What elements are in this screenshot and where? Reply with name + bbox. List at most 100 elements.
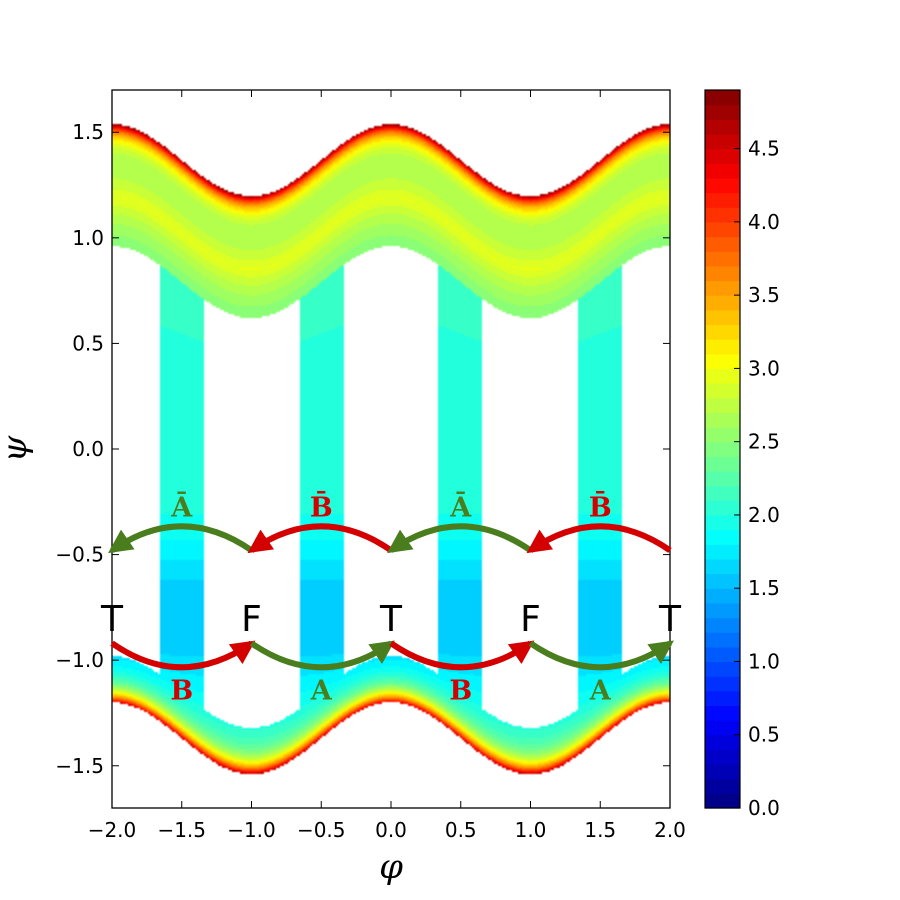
colorbar-band xyxy=(705,602,740,619)
colorbar-band xyxy=(705,456,740,472)
colorbar-tick-label: 2.5 xyxy=(748,430,780,454)
contour-field xyxy=(112,90,670,808)
colorbar-band xyxy=(705,104,740,120)
colorbar-band xyxy=(705,133,740,150)
colorbar-band xyxy=(705,412,740,428)
transition-label: B̄ xyxy=(310,489,333,523)
colorbar-band xyxy=(705,558,740,575)
colorbar-band xyxy=(705,632,740,648)
transition-label: Ā xyxy=(170,490,193,523)
colorbar-band xyxy=(705,778,740,794)
colorbar-band xyxy=(705,676,740,692)
y-tick-label: −1.5 xyxy=(55,754,104,778)
site-label: T xyxy=(379,599,403,640)
colorbar-band xyxy=(705,500,740,516)
transition-arrow xyxy=(108,523,254,554)
colorbar-band xyxy=(705,119,740,135)
site-label: T xyxy=(658,599,682,640)
colorbar-tick-label: 4.5 xyxy=(748,137,780,161)
colorbar: 0.0 0.5 1.0 1.5 2.0 2.5 3.0 3.5 4.0 4.5 xyxy=(704,89,780,820)
transition-arrow xyxy=(247,523,393,554)
y-tick-label: 1.5 xyxy=(72,120,104,144)
colorbar-tick-label: 4.0 xyxy=(748,210,780,234)
colorbar-band xyxy=(705,207,740,223)
colorbar-band xyxy=(705,295,740,311)
colorbar-tick-label: 1.0 xyxy=(748,649,780,673)
y-axis-label: ψ xyxy=(0,435,35,462)
colorbar-band xyxy=(705,236,740,252)
colorbar-band xyxy=(705,661,740,677)
x-tick-label: −1.0 xyxy=(227,818,276,842)
y-tick-label: −1.0 xyxy=(55,648,104,672)
colorbar-band xyxy=(705,734,740,750)
transition-label: B xyxy=(449,675,472,706)
transition-arrow xyxy=(387,523,533,554)
x-axis-ticks: −2.0 −1.5 −1.0 −0.5 0.0 0.5 1.0 1.5 2.0 xyxy=(88,90,686,842)
colorbar-band xyxy=(705,353,740,370)
transition-label: B̄ xyxy=(589,489,612,523)
colorbar-band xyxy=(705,163,740,179)
transition-annotations: Ā B̄ Ā B̄ B A B A T F T F T xyxy=(100,489,682,706)
colorbar-band xyxy=(705,221,740,238)
colorbar-band xyxy=(705,690,740,707)
colorbar-band xyxy=(705,617,740,633)
colorbar-band xyxy=(705,368,740,384)
x-axis-label: φ xyxy=(379,847,403,887)
transition-label: B xyxy=(170,675,193,706)
contour-plot xyxy=(112,90,670,808)
colorbar-tick-label: 1.5 xyxy=(748,576,780,600)
colorbar-band xyxy=(705,324,740,340)
x-tick-label: 0.0 xyxy=(375,818,407,842)
transition-arrow xyxy=(528,640,674,671)
colorbar-band xyxy=(705,280,740,296)
y-tick-label: 0.0 xyxy=(72,437,104,461)
colorbar-band xyxy=(705,749,740,765)
colorbar-tick-label: 3.5 xyxy=(748,283,780,307)
colorbar-band xyxy=(705,544,740,560)
colorbar-band xyxy=(705,529,740,545)
colorbar-tick-label: 2.0 xyxy=(748,503,780,527)
colorbar-band xyxy=(705,177,740,194)
colorbar-band xyxy=(705,588,740,604)
colorbar-tick-label: 0.0 xyxy=(748,796,780,820)
transition-label: A xyxy=(589,675,612,706)
x-tick-label: 2.0 xyxy=(654,818,686,842)
colorbar-band xyxy=(705,705,740,721)
transition-arrow xyxy=(389,640,535,671)
site-label: F xyxy=(241,599,262,640)
x-tick-label: 1.5 xyxy=(584,818,616,842)
colorbar-band xyxy=(705,514,740,531)
colorbar-band xyxy=(705,148,740,164)
colorbar-band xyxy=(705,573,740,589)
transition-arrow xyxy=(110,640,256,671)
y-axis-ticks: 1.5 1.0 0.5 0.0 −0.5 −1.0 −1.5 xyxy=(55,120,670,778)
x-tick-label: −2.0 xyxy=(88,818,137,842)
x-tick-label: 0.5 xyxy=(445,818,477,842)
colorbar-band xyxy=(705,397,740,413)
colorbar-frame xyxy=(704,89,741,809)
colorbar-band xyxy=(705,90,740,106)
colorbar-band xyxy=(705,192,740,208)
y-tick-label: −0.5 xyxy=(55,543,104,567)
y-tick-label: 0.5 xyxy=(72,331,104,355)
transition-arrow xyxy=(526,523,672,554)
colorbar-tick-label: 0.5 xyxy=(748,723,780,747)
colorbar-band xyxy=(705,309,740,326)
transition-arrow xyxy=(249,640,395,671)
transition-label: A xyxy=(310,675,333,706)
site-label: F xyxy=(520,599,541,640)
site-label: T xyxy=(100,599,124,640)
colorbar-band xyxy=(705,485,740,501)
colorbar-band xyxy=(705,441,740,457)
colorbar-band xyxy=(705,793,740,809)
colorbar-band xyxy=(705,339,740,355)
colorbar-band xyxy=(705,646,740,663)
x-tick-label: 1.0 xyxy=(515,818,547,842)
colorbar-band xyxy=(705,383,740,399)
colorbar-band xyxy=(705,265,740,282)
x-tick-label: −1.5 xyxy=(157,818,206,842)
y-tick-label: 1.0 xyxy=(72,226,104,250)
colorbar-band xyxy=(705,427,740,443)
colorbar-tick-label: 3.0 xyxy=(748,356,780,380)
